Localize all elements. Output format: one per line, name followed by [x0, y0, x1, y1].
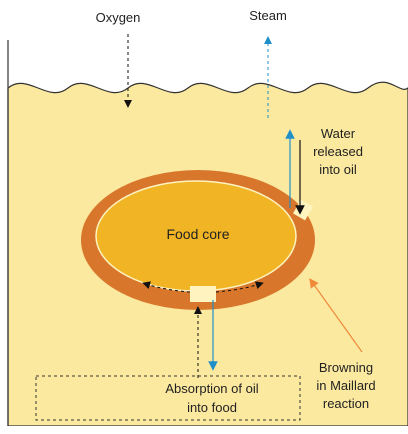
- label: Absorption of oil: [165, 381, 258, 396]
- label: released: [313, 144, 363, 159]
- absorption-box: [35, 375, 301, 421]
- browning-arrow: [309, 278, 363, 353]
- bottom: [0, 426, 408, 434]
- label: Oxygen: [96, 10, 141, 25]
- label: into food: [187, 400, 237, 415]
- gap: [190, 286, 216, 302]
- label: reaction: [323, 396, 369, 411]
- label: Browning: [319, 360, 373, 375]
- label: Water: [321, 126, 356, 141]
- label: Food core: [166, 226, 229, 242]
- label: into oil: [319, 162, 357, 177]
- label: in Maillard: [316, 378, 375, 393]
- label: Steam: [249, 8, 287, 23]
